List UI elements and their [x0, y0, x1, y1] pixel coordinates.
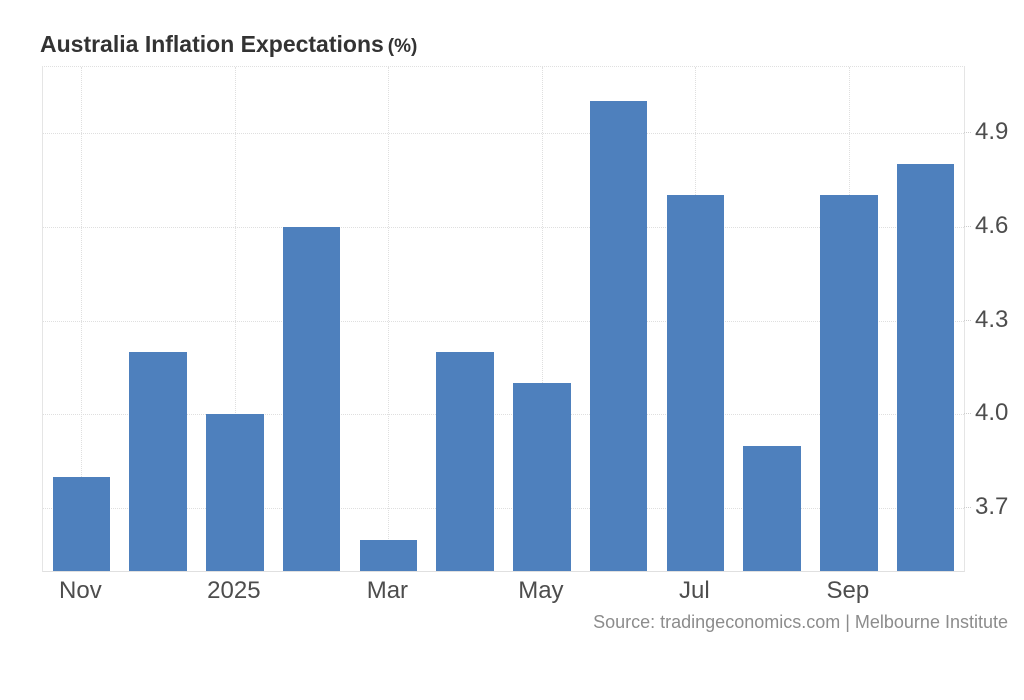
- y-tick-mark: [964, 225, 971, 227]
- bar-aug-3.9[interactable]: [743, 445, 801, 571]
- chart-title-unit: (%): [387, 36, 418, 57]
- x-gridline-mar: [388, 67, 390, 571]
- y-tick-mark: [964, 131, 971, 133]
- bar-nov-3.8[interactable]: [52, 477, 111, 571]
- bar-jun-5.0[interactable]: [589, 101, 648, 571]
- bar-sep-4.7[interactable]: [820, 195, 878, 571]
- bar-oct-4.8[interactable]: [896, 164, 955, 571]
- y-gridline-4.9: [43, 132, 964, 134]
- plot-area: [42, 66, 965, 572]
- x-axis-label-2025: 2025: [207, 577, 261, 604]
- chart-title-text: Australia Inflation Expectations: [40, 31, 384, 57]
- bar-jan-4.0[interactable]: [206, 414, 264, 571]
- x-gridline-2025: [234, 67, 236, 571]
- bar-dec-4.2[interactable]: [129, 351, 187, 571]
- y-axis-label-4.0: 4.0: [975, 399, 1009, 427]
- y-axis-label-4.9: 4.9: [975, 117, 1009, 145]
- y-tick-mark: [964, 413, 971, 415]
- bar-feb-4.6[interactable]: [282, 226, 341, 571]
- y-gridline-4.0: [43, 414, 964, 416]
- bar-jul-4.7[interactable]: [666, 195, 725, 571]
- y-tick-mark: [964, 507, 971, 509]
- y-axis-label-3.7: 3.7: [975, 493, 1009, 521]
- source-attribution: Source: tradingeconomics.com | Melbourne…: [593, 612, 1008, 632]
- y-gridline-4.3: [43, 320, 964, 322]
- x-axis-label-may: May: [518, 577, 564, 604]
- x-gridline-nov: [81, 67, 83, 571]
- chart-title: Australia Inflation Expectations (%): [40, 31, 417, 58]
- x-axis-label-jul: Jul: [679, 577, 710, 604]
- bar-apr-4.2[interactable]: [436, 351, 494, 571]
- x-axis-label-nov: Nov: [59, 577, 102, 604]
- x-axis-label-mar: Mar: [366, 577, 409, 604]
- y-tick-mark: [964, 319, 971, 321]
- y-gridline-3.7: [43, 508, 964, 510]
- y-axis-label-4.3: 4.3: [975, 305, 1009, 333]
- x-gridline-may: [541, 67, 543, 571]
- bar-may-4.1[interactable]: [513, 383, 571, 571]
- y-gridline-4.6: [43, 226, 964, 228]
- x-axis-label-sep: Sep: [826, 577, 870, 604]
- y-axis-label-4.6: 4.6: [975, 211, 1009, 239]
- bar-mar-3.6[interactable]: [359, 539, 418, 571]
